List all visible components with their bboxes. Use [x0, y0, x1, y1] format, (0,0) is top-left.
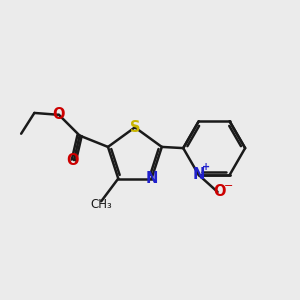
Text: +: +	[202, 162, 210, 172]
Text: O: O	[66, 153, 78, 168]
Text: O: O	[213, 184, 226, 200]
Text: S: S	[130, 120, 140, 135]
Text: N: N	[146, 171, 158, 186]
Text: −: −	[224, 181, 233, 191]
Text: CH₃: CH₃	[90, 198, 112, 211]
Text: O: O	[52, 107, 65, 122]
Text: N: N	[193, 167, 205, 182]
